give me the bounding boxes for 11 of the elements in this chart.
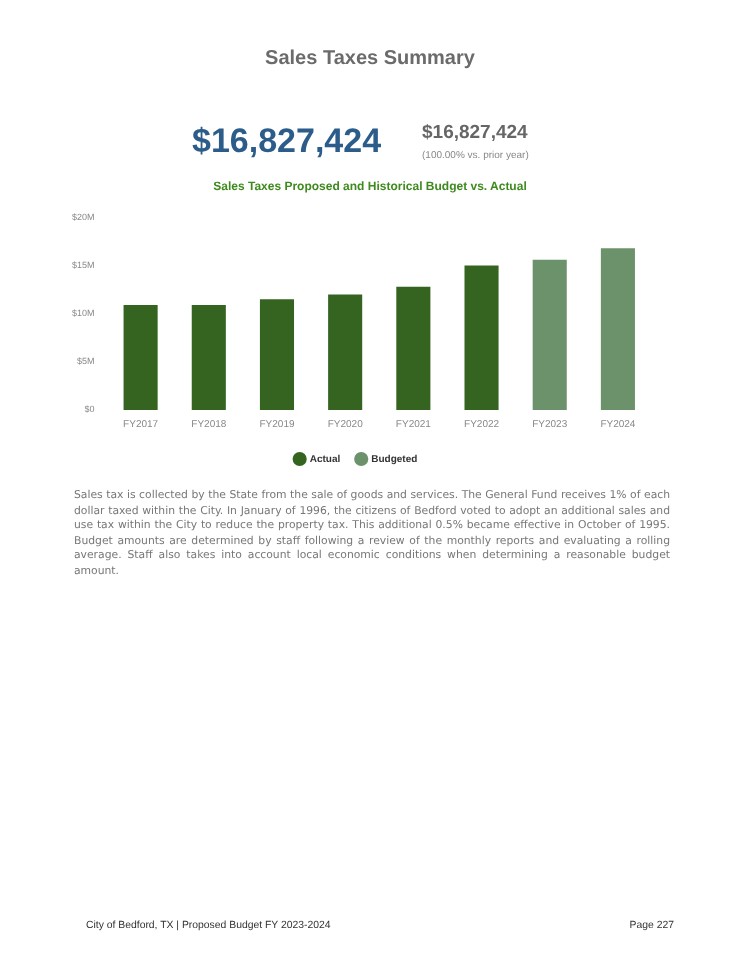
bar bbox=[396, 286, 431, 410]
bar bbox=[123, 305, 158, 410]
bar bbox=[191, 305, 226, 410]
bar bbox=[259, 299, 295, 410]
bar bbox=[532, 259, 567, 410]
bar bbox=[600, 248, 635, 410]
bar bbox=[328, 294, 363, 410]
chart-title: Sales Taxes Summary bbox=[263, 48, 477, 70]
text: $16,827,424 bbox=[192, 122, 382, 162]
text: $16,827,424 bbox=[422, 122, 528, 144]
bar bbox=[464, 265, 499, 410]
